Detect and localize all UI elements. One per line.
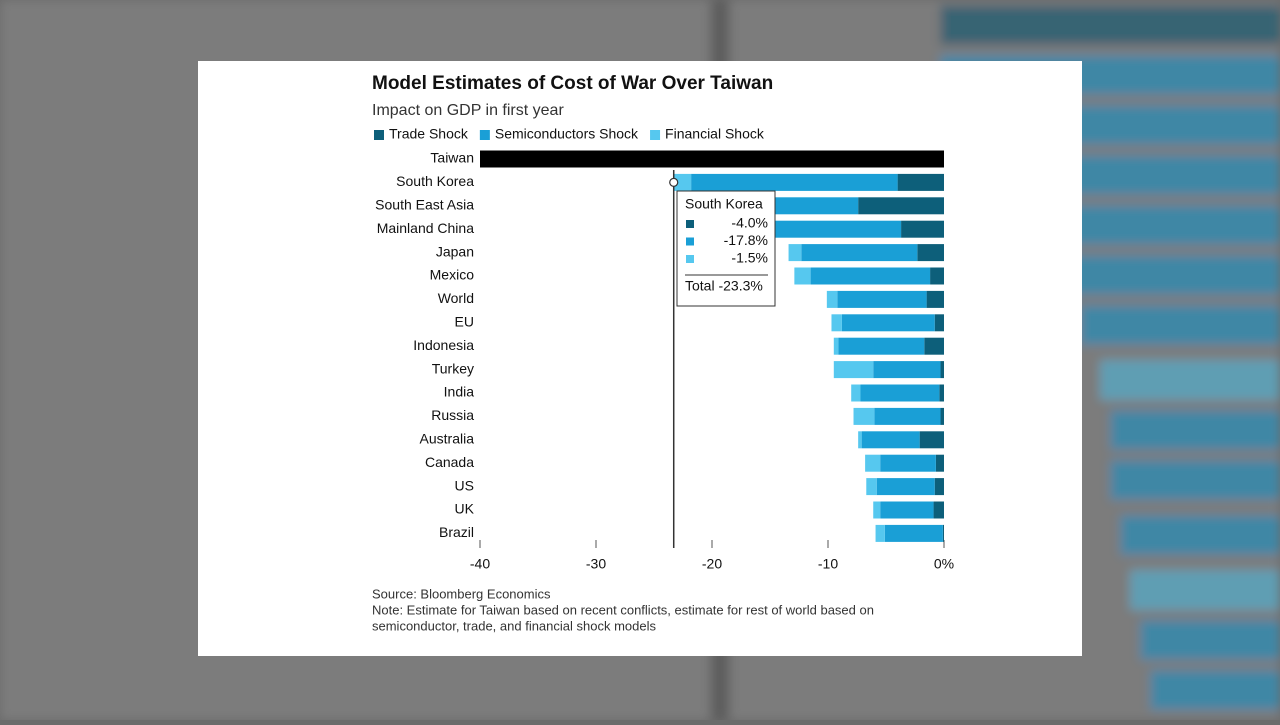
bar-segment <box>866 478 877 496</box>
bar-segment <box>853 407 875 425</box>
note: semiconductor, trade, and financial shoc… <box>372 618 656 633</box>
chart-title: Model Estimates of Cost of War Over Taiw… <box>372 73 773 94</box>
bar-segment <box>935 454 944 472</box>
y-tick-label: Turkey <box>432 360 474 376</box>
chart-subtitle: Impact on GDP in first year <box>372 102 564 119</box>
bar-segment <box>810 267 931 285</box>
bar-segment <box>794 267 811 285</box>
y-tick-label: Mainland China <box>377 220 474 236</box>
legend-label: Trade Shock <box>389 126 469 142</box>
tooltip-value: -17.8% <box>724 232 768 248</box>
bar-segment <box>924 337 944 355</box>
bar-segment <box>873 361 941 379</box>
y-tick-label: World <box>438 290 474 306</box>
bar-segment <box>874 407 941 425</box>
bar-segment <box>851 384 861 402</box>
bar-segment <box>826 290 838 308</box>
tooltip-swatch <box>686 220 694 228</box>
bar-segment <box>934 478 944 496</box>
bar-segment <box>838 337 925 355</box>
legend-swatch <box>374 130 384 140</box>
y-tick-label: Canada <box>425 454 474 470</box>
bar-segment <box>801 244 918 262</box>
bar-segment <box>880 454 936 472</box>
y-tick-label: South East Asia <box>375 197 474 213</box>
bar-segment <box>934 314 944 332</box>
tooltip-title: South Korea <box>685 196 763 212</box>
tooltip-value: -1.5% <box>731 250 768 266</box>
bar-segment <box>837 290 927 308</box>
bar-segment <box>901 220 944 238</box>
bar-segment <box>940 361 944 379</box>
y-tick-label: US <box>455 477 474 493</box>
x-tick-label: 0% <box>934 556 954 572</box>
tooltip-total: Total -23.3% <box>685 278 763 294</box>
y-tick-label: Japan <box>436 243 474 259</box>
x-tick-label: -30 <box>586 556 606 572</box>
source: Source: Bloomberg Economics <box>372 586 551 601</box>
bar-segment <box>873 501 881 519</box>
bar-segment <box>919 431 944 449</box>
bar-segment <box>939 384 944 402</box>
bar-segment <box>875 524 885 542</box>
bar-segment <box>831 314 842 332</box>
tooltip-swatch <box>686 255 694 263</box>
y-tick-label: Mexico <box>430 267 475 283</box>
bar-segment <box>880 501 934 519</box>
bar-segment <box>884 524 943 542</box>
bar-segment <box>940 407 944 425</box>
bar-segment <box>926 290 944 308</box>
y-tick-label: UK <box>455 501 475 517</box>
note: Note: Estimate for Taiwan based on recen… <box>372 602 874 617</box>
y-tick-label: Russia <box>431 407 474 423</box>
y-tick-label: EU <box>455 314 474 330</box>
bar-segment <box>860 384 940 402</box>
bar-segment <box>833 337 839 355</box>
tooltip-box <box>676 190 776 307</box>
bar-segment <box>788 244 802 262</box>
bar-segment <box>858 431 862 449</box>
y-tick-label: South Korea <box>396 173 474 189</box>
bar-segment <box>942 524 944 542</box>
bar-segment <box>691 173 898 191</box>
y-tick-label: Taiwan <box>430 150 474 166</box>
bar-segment <box>897 173 944 191</box>
bar-segment <box>861 431 920 449</box>
bar-segment <box>858 197 944 215</box>
tooltip-value: -4.0% <box>731 215 768 231</box>
tooltip-swatch <box>686 237 694 246</box>
x-tick-label: -20 <box>702 556 722 572</box>
y-tick-label: Brazil <box>439 524 474 540</box>
bar-segment <box>865 454 881 472</box>
bar-segment <box>833 361 874 379</box>
y-tick-label: India <box>444 384 475 400</box>
bar-segment <box>876 478 935 496</box>
hover-point <box>669 177 679 187</box>
bar-segment <box>930 267 944 285</box>
legend-swatch <box>479 130 490 140</box>
x-tick-label: -10 <box>818 556 838 572</box>
y-tick-label: Australia <box>420 431 475 447</box>
bar-segment <box>933 501 944 519</box>
legend-label: Financial Shock <box>665 126 765 142</box>
bar-segment <box>673 173 692 191</box>
bar-segment <box>480 150 944 168</box>
y-tick-label: Indonesia <box>413 337 474 353</box>
legend-swatch <box>650 130 661 140</box>
bar-segment <box>841 314 935 332</box>
x-tick-label: -40 <box>470 556 490 572</box>
legend-label: Semiconductors Shock <box>495 126 639 142</box>
bar-segment <box>917 244 944 262</box>
